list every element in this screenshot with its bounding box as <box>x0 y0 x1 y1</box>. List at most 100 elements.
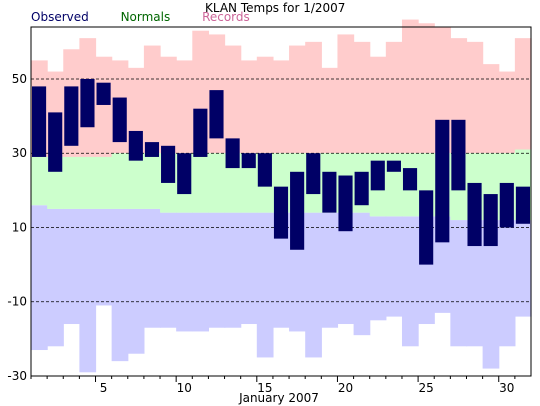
observed-bar <box>112 97 127 143</box>
record-low-band <box>466 220 484 347</box>
observed-bar <box>419 190 434 265</box>
legend-observed: Observed <box>31 10 89 24</box>
observed-bar <box>241 153 256 169</box>
record-high-band <box>498 71 516 154</box>
normal-band <box>63 156 80 209</box>
x-tick-label: 10 <box>177 381 192 395</box>
axes-layer: -30 -10 10 30 50 5 10 15 20 25 30 <box>7 26 532 395</box>
observed-bar <box>483 194 498 247</box>
record-high-band <box>160 56 177 154</box>
record-low-band <box>321 212 339 328</box>
record-low-band <box>224 212 242 328</box>
record-low-band <box>176 212 193 332</box>
record-high-band <box>176 60 193 154</box>
record-high-band <box>256 56 274 154</box>
record-high-band <box>305 41 322 154</box>
record-high-band <box>514 38 532 150</box>
record-low-band <box>514 220 532 317</box>
observed-bar <box>80 78 95 128</box>
normal-band <box>208 153 226 213</box>
normal-band <box>31 156 48 206</box>
observed-bar <box>161 145 176 183</box>
record-high-band <box>95 56 113 157</box>
record-low-band <box>385 216 403 317</box>
observed-bar <box>354 171 369 206</box>
observed-bar <box>96 82 111 105</box>
observed-bar <box>306 153 321 195</box>
record-low-band <box>47 208 64 347</box>
y-tick-label: 30 <box>12 146 27 160</box>
record-high-band <box>385 41 403 154</box>
observed-bar <box>225 138 240 169</box>
record-low-band <box>305 212 322 358</box>
y-tick-label: 10 <box>12 220 27 234</box>
x-tick-label: 20 <box>338 381 353 395</box>
record-high-band <box>401 19 419 154</box>
x-tick-label: 25 <box>419 381 434 395</box>
observed-bar <box>290 171 305 250</box>
observed-bar <box>467 182 482 247</box>
record-low-band <box>95 208 113 306</box>
record-low-band <box>63 208 80 325</box>
record-low-band <box>498 220 516 347</box>
record-low-band <box>160 212 177 328</box>
record-high-band <box>418 23 435 154</box>
record-low-band <box>111 208 129 362</box>
record-low-band <box>31 205 48 351</box>
normal-band <box>111 153 129 209</box>
record-low-band <box>401 216 419 347</box>
observed-bar <box>435 119 450 243</box>
record-high-band <box>224 45 242 154</box>
record-high-band <box>369 56 387 154</box>
observed-bar <box>499 182 514 228</box>
normal-band <box>79 156 97 209</box>
record-high-band <box>321 67 339 154</box>
record-low-band <box>353 212 371 336</box>
record-low-band <box>272 212 290 328</box>
x-axis-label: January 2007 <box>238 391 319 405</box>
normal-band <box>192 153 210 213</box>
legend-normals: Normals <box>120 10 171 24</box>
record-high-band <box>143 45 161 154</box>
chart-title: KLAN Temps for 1/2007 <box>205 1 346 15</box>
x-tick-label: 30 <box>499 381 514 395</box>
record-low-band <box>192 212 210 332</box>
record-high-band <box>353 41 371 154</box>
observed-bar <box>32 86 47 157</box>
observed-bar <box>273 186 289 239</box>
record-low-band <box>240 212 258 325</box>
legend-records: Records <box>202 10 250 24</box>
record-low-band <box>369 216 387 321</box>
observed-bar <box>515 186 530 224</box>
record-low-band <box>256 212 274 358</box>
observed-bar <box>193 108 208 157</box>
observed-bar <box>370 160 385 191</box>
record-high-band <box>272 60 290 154</box>
record-high-band <box>482 64 500 154</box>
normal-band <box>143 153 161 209</box>
record-high-band <box>337 34 355 154</box>
observed-bar <box>209 90 224 139</box>
observed-layer <box>32 78 530 265</box>
observed-bar <box>257 153 272 187</box>
observed-bar <box>386 160 401 172</box>
record-low-band <box>337 212 355 325</box>
observed-bar <box>402 168 418 191</box>
plot-frame <box>30 26 532 377</box>
record-low-band <box>79 208 97 373</box>
y-tick-label: 50 <box>12 72 27 86</box>
y-tick-label: -30 <box>7 369 27 383</box>
observed-bar <box>48 112 63 172</box>
observed-bar <box>322 171 337 213</box>
record-high-band <box>466 41 484 154</box>
observed-bar <box>64 86 79 146</box>
y-tick-label: -10 <box>7 295 27 309</box>
normal-band <box>95 156 113 209</box>
record-low-band <box>127 208 145 354</box>
observed-bar <box>338 175 353 232</box>
record-low-band <box>143 208 161 328</box>
record-low-band <box>482 220 500 369</box>
x-tick-label: 15 <box>257 381 272 395</box>
x-tick-label: 5 <box>100 381 108 395</box>
